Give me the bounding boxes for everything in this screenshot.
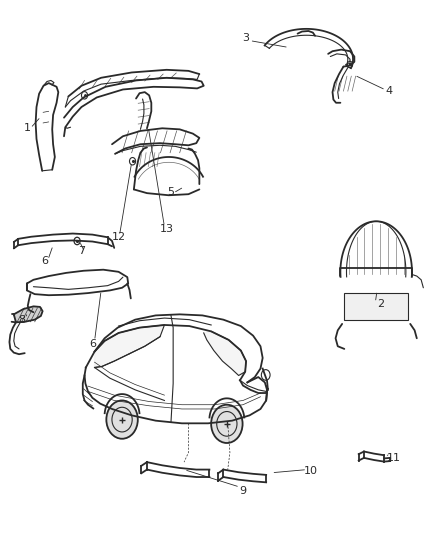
- Polygon shape: [204, 332, 246, 375]
- Text: 6: 6: [41, 256, 48, 266]
- Text: 8: 8: [18, 314, 25, 325]
- Text: 6: 6: [89, 338, 96, 349]
- Polygon shape: [95, 325, 164, 368]
- Text: 13: 13: [159, 224, 173, 235]
- Text: 9: 9: [240, 486, 247, 496]
- Text: 3: 3: [242, 33, 249, 43]
- Text: 11: 11: [387, 453, 401, 463]
- Text: 5: 5: [167, 187, 174, 197]
- Circle shape: [211, 405, 243, 443]
- Text: 4: 4: [386, 86, 393, 96]
- Text: 10: 10: [304, 466, 318, 476]
- Text: 1: 1: [23, 123, 30, 133]
- Polygon shape: [14, 306, 42, 322]
- Circle shape: [106, 400, 138, 439]
- Text: 12: 12: [112, 232, 126, 243]
- FancyBboxPatch shape: [344, 293, 408, 320]
- Text: 7: 7: [78, 246, 85, 255]
- Text: 2: 2: [377, 298, 384, 309]
